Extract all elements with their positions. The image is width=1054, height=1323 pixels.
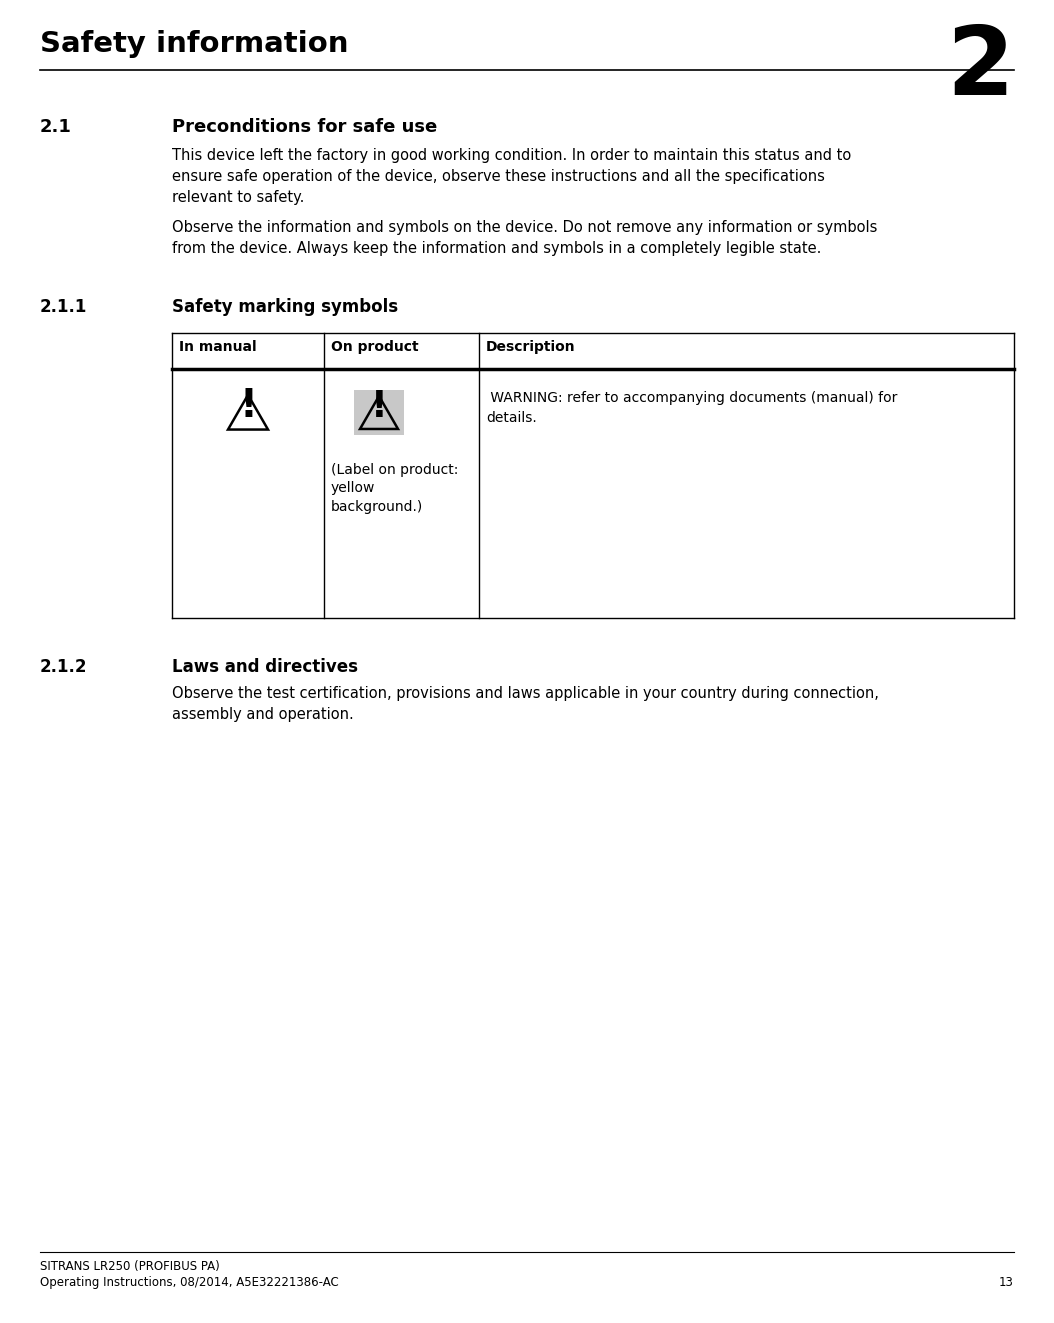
Text: Observe the test certification, provisions and laws applicable in your country d: Observe the test certification, provisio…	[172, 687, 879, 722]
Text: This device left the factory in good working condition. In order to maintain thi: This device left the factory in good wor…	[172, 148, 852, 205]
Text: !: !	[239, 388, 257, 426]
Text: Preconditions for safe use: Preconditions for safe use	[172, 118, 437, 136]
Text: 13: 13	[999, 1275, 1014, 1289]
Text: 2.1: 2.1	[40, 118, 72, 136]
Text: Description: Description	[486, 340, 575, 355]
Text: Safety information: Safety information	[40, 30, 349, 58]
Text: 2.1.2: 2.1.2	[40, 658, 87, 676]
Text: 2: 2	[946, 22, 1014, 115]
Text: In manual: In manual	[179, 340, 256, 355]
Text: On product: On product	[331, 340, 418, 355]
Text: (Label on product:
yellow
background.): (Label on product: yellow background.)	[331, 463, 458, 513]
Text: Operating Instructions, 08/2014, A5E32221386-AC: Operating Instructions, 08/2014, A5E3222…	[40, 1275, 338, 1289]
Text: !: !	[371, 388, 388, 425]
Text: Safety marking symbols: Safety marking symbols	[172, 298, 398, 316]
Text: 2.1.1: 2.1.1	[40, 298, 87, 316]
Text: SITRANS LR250 (PROFIBUS PA): SITRANS LR250 (PROFIBUS PA)	[40, 1259, 219, 1273]
Text: Laws and directives: Laws and directives	[172, 658, 358, 676]
Text: WARNING: refer to accompanying documents (manual) for
details.: WARNING: refer to accompanying documents…	[486, 392, 897, 425]
Text: Observe the information and symbols on the device. Do not remove any information: Observe the information and symbols on t…	[172, 220, 877, 255]
FancyBboxPatch shape	[354, 390, 404, 435]
